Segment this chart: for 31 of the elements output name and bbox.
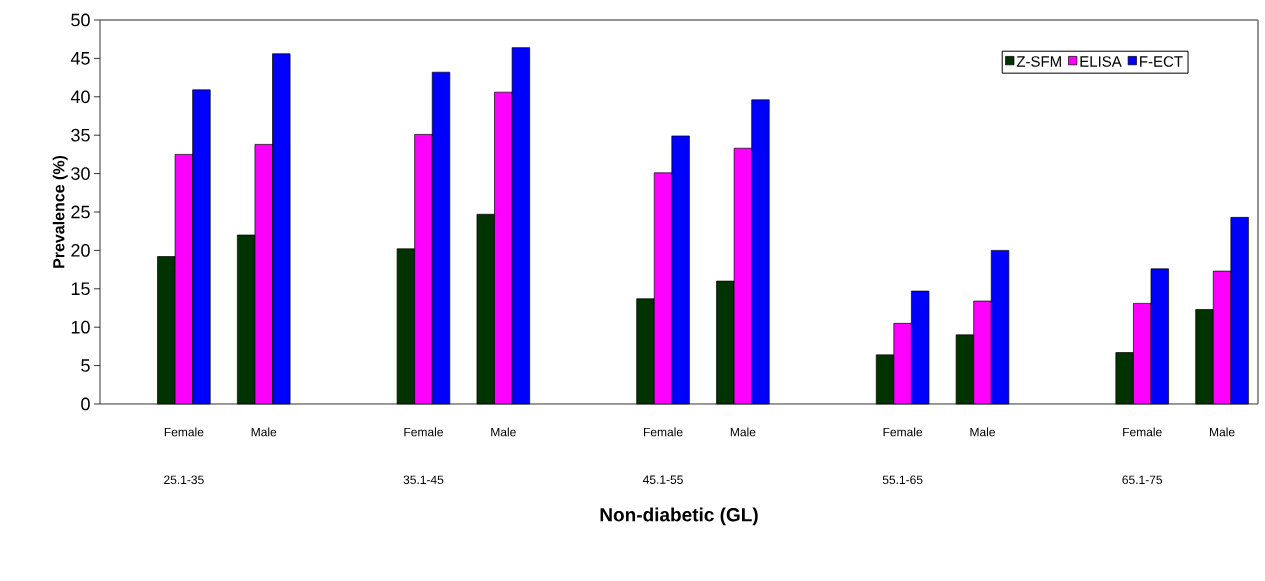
x-tick-label: Male [251, 427, 277, 437]
text: 65.1-75 [1122, 475, 1163, 485]
x-tick-label: Female [1123, 427, 1162, 437]
x-tick-label: Male [970, 427, 995, 437]
x-tick-label: Male [1210, 427, 1235, 437]
x-tick-label: Female [883, 427, 923, 437]
y-tick-label: 20 [71, 244, 90, 257]
y-tick-label: 50 [71, 13, 90, 27]
x-tick-label: Female [164, 427, 204, 437]
y-tick-label: 45 [70, 52, 90, 65]
y-tick-label: 0 [81, 397, 90, 411]
legend-label: F-ECT [1140, 56, 1183, 67]
x-axis-title: Non-diabetic (GL) [600, 507, 758, 526]
legend-label: ELISA [1080, 56, 1122, 67]
legend-label: Z-SFM [1016, 56, 1061, 67]
text: 45.1-55 [642, 475, 683, 484]
y-tick-label: 30 [71, 167, 90, 180]
y-tick-label: 35 [71, 128, 90, 142]
y-axis-title: Prevalence (%) [52, 155, 68, 268]
x-tick-label: Male [730, 427, 756, 437]
y-tick-label: 5 [81, 359, 90, 372]
x-tick-label: Male [491, 427, 516, 437]
y-tick-label: 10 [71, 320, 90, 334]
text: 55.1-65 [882, 475, 923, 485]
y-tick-label: 25 [71, 205, 90, 219]
y-tick-label: 15 [71, 282, 90, 296]
text: 25.1-35 [164, 475, 204, 485]
x-tick-label: Female [404, 427, 443, 437]
y-tick-label: 40 [70, 90, 90, 104]
text: 35.1-45 [403, 475, 444, 485]
x-tick-label: Female [644, 427, 683, 437]
